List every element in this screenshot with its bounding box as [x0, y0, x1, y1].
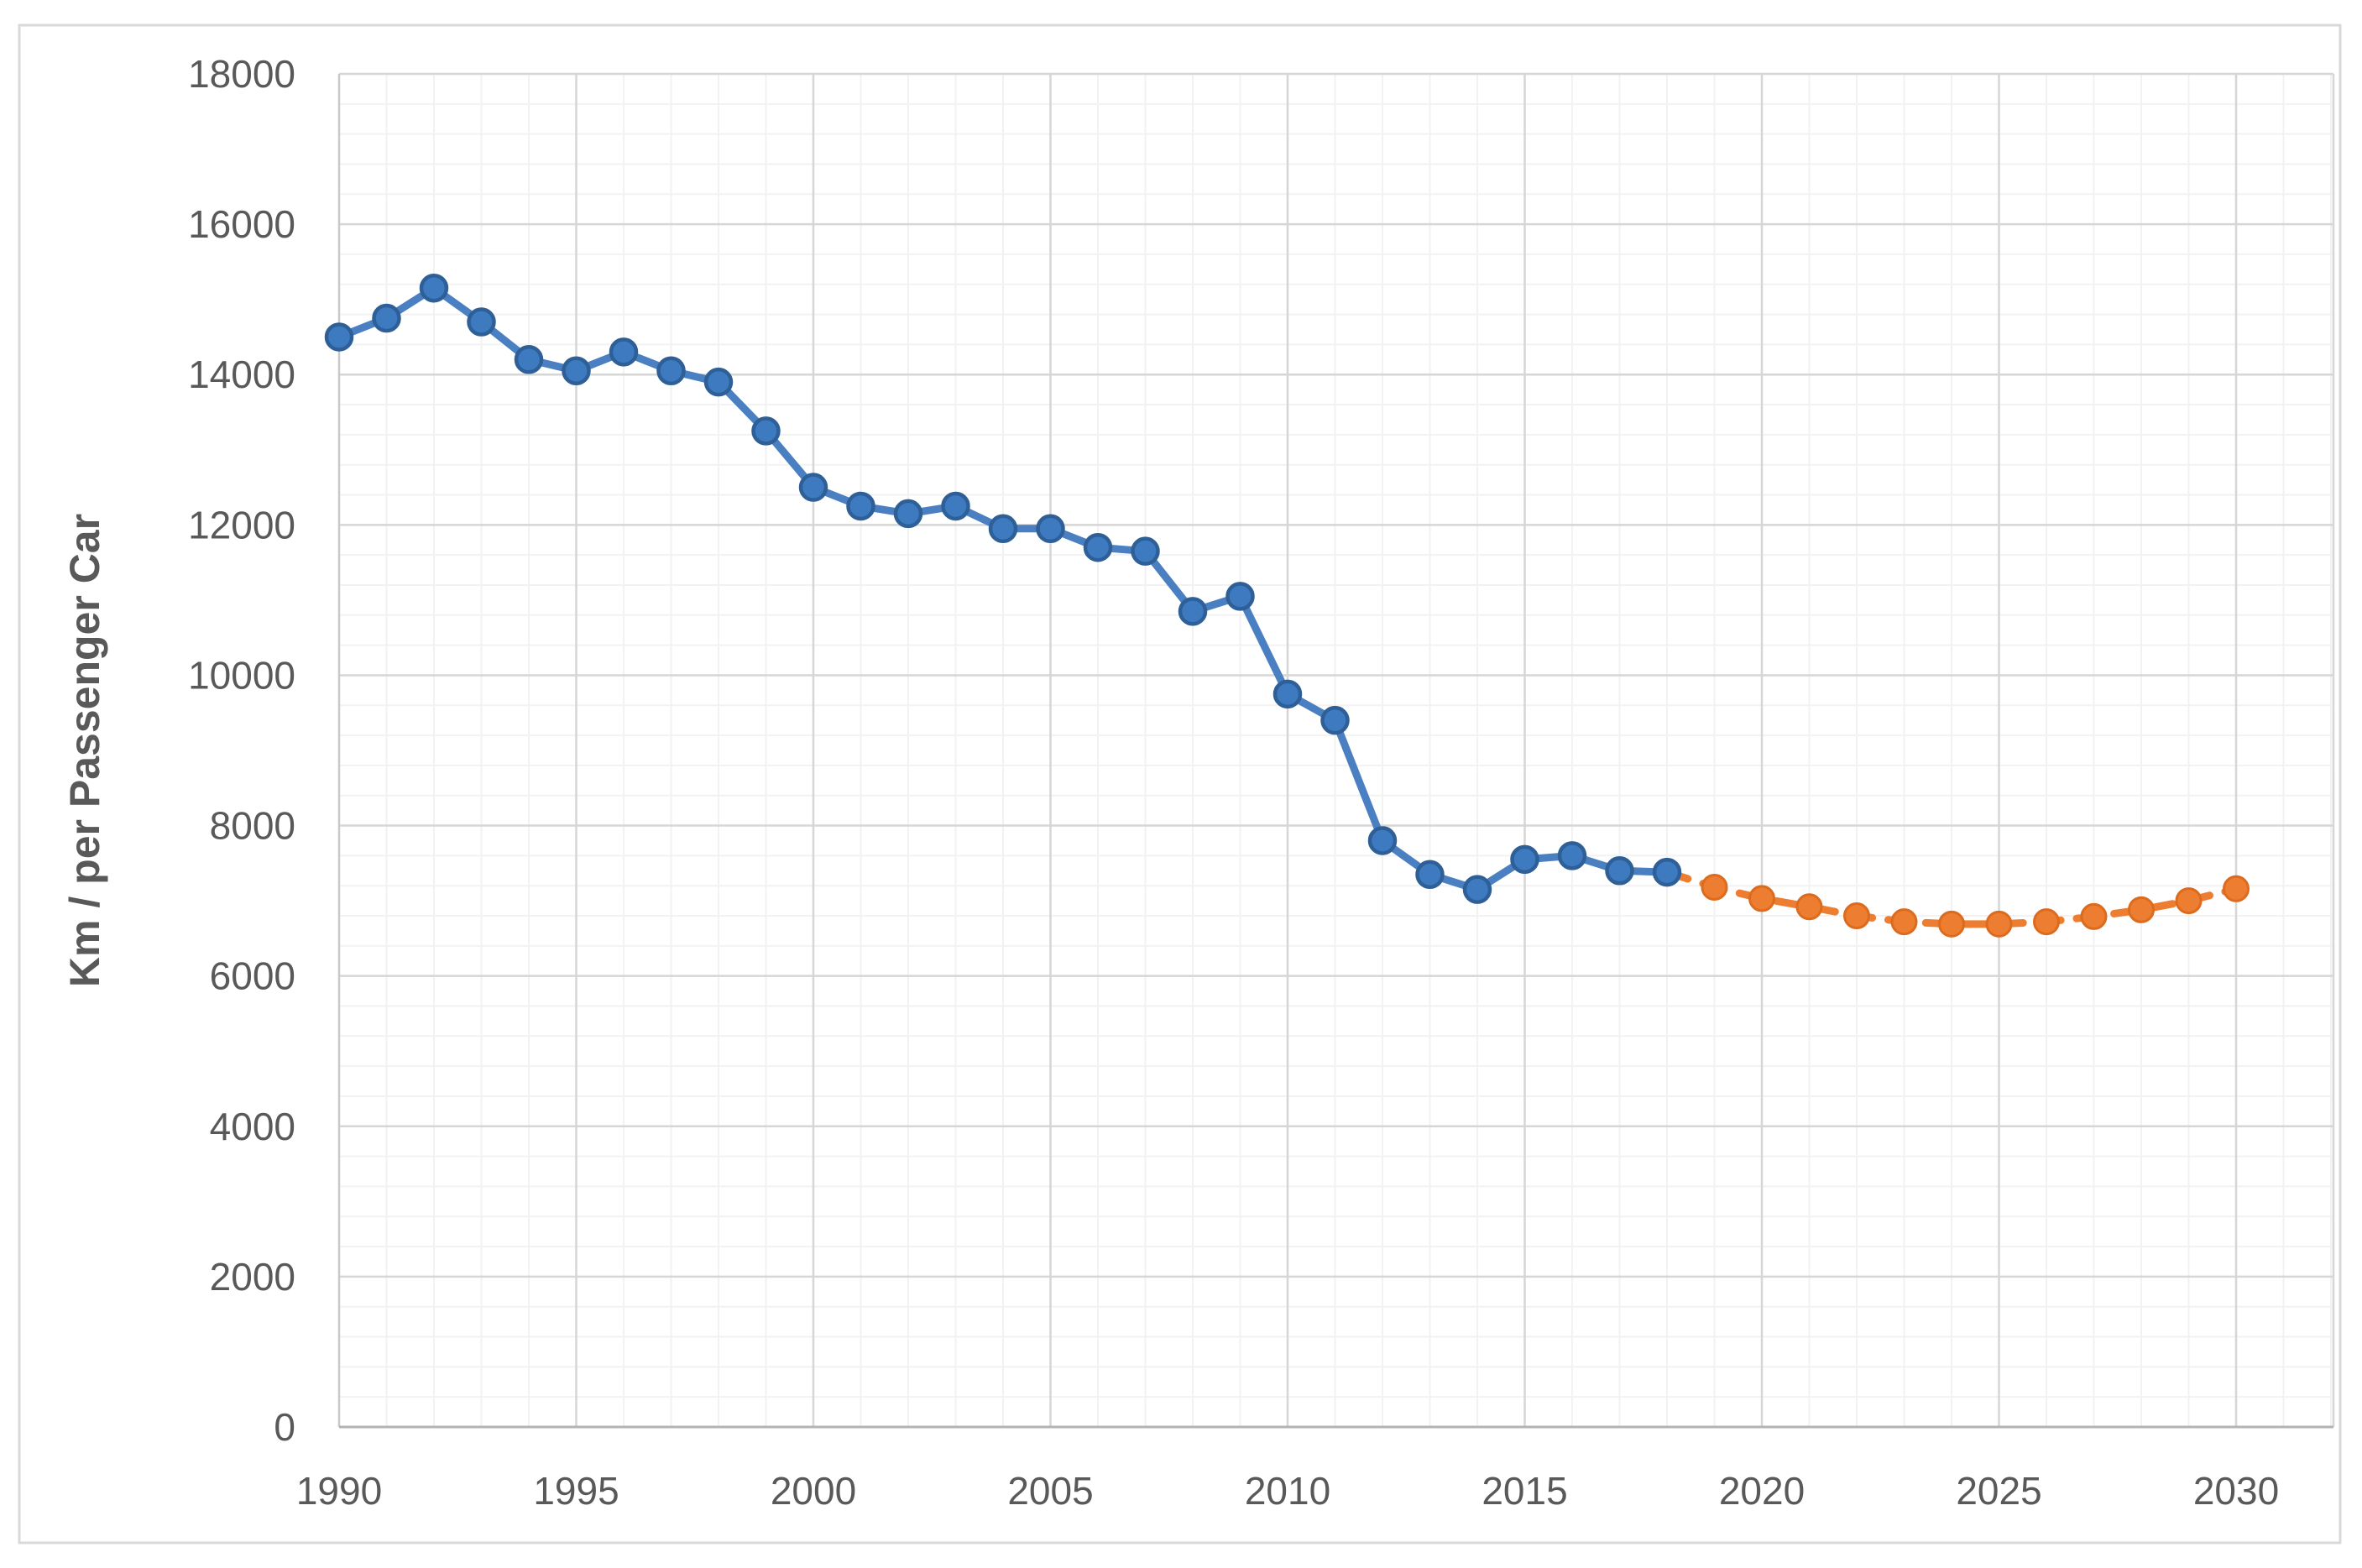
- x-tick-label: 2015: [1481, 1469, 1567, 1513]
- blue-solid-history-marker: [1225, 582, 1255, 611]
- blue-solid-history-marker: [798, 473, 828, 502]
- blue-solid-history-marker: [609, 337, 639, 367]
- orange-dashed-forecast-marker: [2128, 896, 2155, 923]
- blue-solid-history-marker: [656, 356, 686, 385]
- blue-solid-history-marker: [751, 416, 781, 446]
- x-tick-label: 2025: [1956, 1469, 2041, 1513]
- orange-dashed-forecast-marker: [2223, 875, 2250, 902]
- orange-dashed-forecast-marker: [1795, 893, 1823, 921]
- orange-dashed-forecast-marker: [2080, 902, 2108, 930]
- y-tick-label: 14000: [188, 353, 295, 396]
- blue-solid-history-marker: [1320, 705, 1350, 735]
- y-tick-label: 10000: [188, 653, 295, 697]
- blue-solid-history-marker: [514, 345, 544, 374]
- blue-solid-history-marker: [1367, 826, 1398, 855]
- x-tick-label: 2005: [1007, 1469, 1093, 1513]
- orange-dashed-forecast-marker: [2175, 887, 2203, 915]
- x-tick-label: 2000: [771, 1469, 856, 1513]
- orange-dashed-forecast-marker: [1701, 873, 1728, 901]
- y-tick-label: 8000: [210, 804, 295, 848]
- orange-dashed-forecast-marker: [2033, 908, 2060, 936]
- x-tick-label: 2020: [1719, 1469, 1805, 1513]
- orange-dashed-forecast-marker: [1890, 908, 1918, 936]
- blue-solid-history-marker: [1557, 841, 1587, 870]
- x-tick-label: 1995: [533, 1469, 619, 1513]
- blue-solid-history-marker: [1083, 532, 1113, 562]
- blue-solid-history-marker: [988, 514, 1018, 544]
- blue-solid-history-marker: [1605, 856, 1634, 886]
- blue-solid-history-marker: [1036, 514, 1065, 544]
- axis-lines: [337, 74, 2335, 1429]
- blue-solid-history-marker: [1510, 844, 1539, 875]
- blue-solid-history-marker: [372, 303, 401, 333]
- orange-dashed-forecast-marker: [1843, 902, 1870, 930]
- x-tick-label: 2010: [1245, 1469, 1330, 1513]
- chart-border: [18, 24, 2342, 1544]
- orange-dashed-forecast-marker: [1985, 910, 2013, 938]
- data-series: [324, 273, 2250, 938]
- blue-solid-history-marker: [1415, 860, 1445, 890]
- blue-solid-history-marker: [703, 367, 734, 397]
- blue-solid-history-marker: [1462, 875, 1492, 904]
- y-tick-label: 12000: [188, 503, 295, 546]
- y-tick-label: 6000: [210, 954, 295, 998]
- blue-solid-history-marker: [893, 499, 923, 529]
- x-tick-label: 1990: [296, 1469, 382, 1513]
- orange-dashed-forecast-marker: [1938, 910, 1965, 938]
- blue-solid-history-marker: [1652, 857, 1682, 887]
- major-gridlines: [339, 72, 2333, 1427]
- x-tick-label: 2030: [2193, 1469, 2279, 1513]
- orange-dashed-forecast-marker: [1748, 885, 1775, 912]
- blue-solid-history-marker: [324, 322, 354, 352]
- blue-solid-history-marker: [562, 356, 591, 385]
- y-tick-label: 16000: [188, 202, 295, 246]
- blue-solid-history-marker: [419, 273, 449, 303]
- y-tick-label: 0: [274, 1405, 295, 1449]
- blue-solid-history-marker: [1178, 597, 1208, 626]
- blue-solid-history-marker: [467, 307, 496, 337]
- blue-solid-history-marker: [1131, 536, 1160, 566]
- axis-tick-labels: 0 2000 4000 6000 8000 10000 12000 14000 16000 180…: [188, 52, 2279, 1513]
- y-axis-title: Km / per Passenger Car: [61, 514, 108, 987]
- y-tick-label: 2000: [210, 1255, 295, 1299]
- series-blue-solid-history: [324, 273, 1682, 904]
- y-tick-label: 18000: [188, 52, 295, 96]
- blue-solid-history-marker: [846, 491, 875, 521]
- blue-solid-history-marker: [941, 491, 970, 521]
- y-tick-label: 4000: [210, 1105, 295, 1148]
- blue-solid-history-marker: [1272, 679, 1303, 709]
